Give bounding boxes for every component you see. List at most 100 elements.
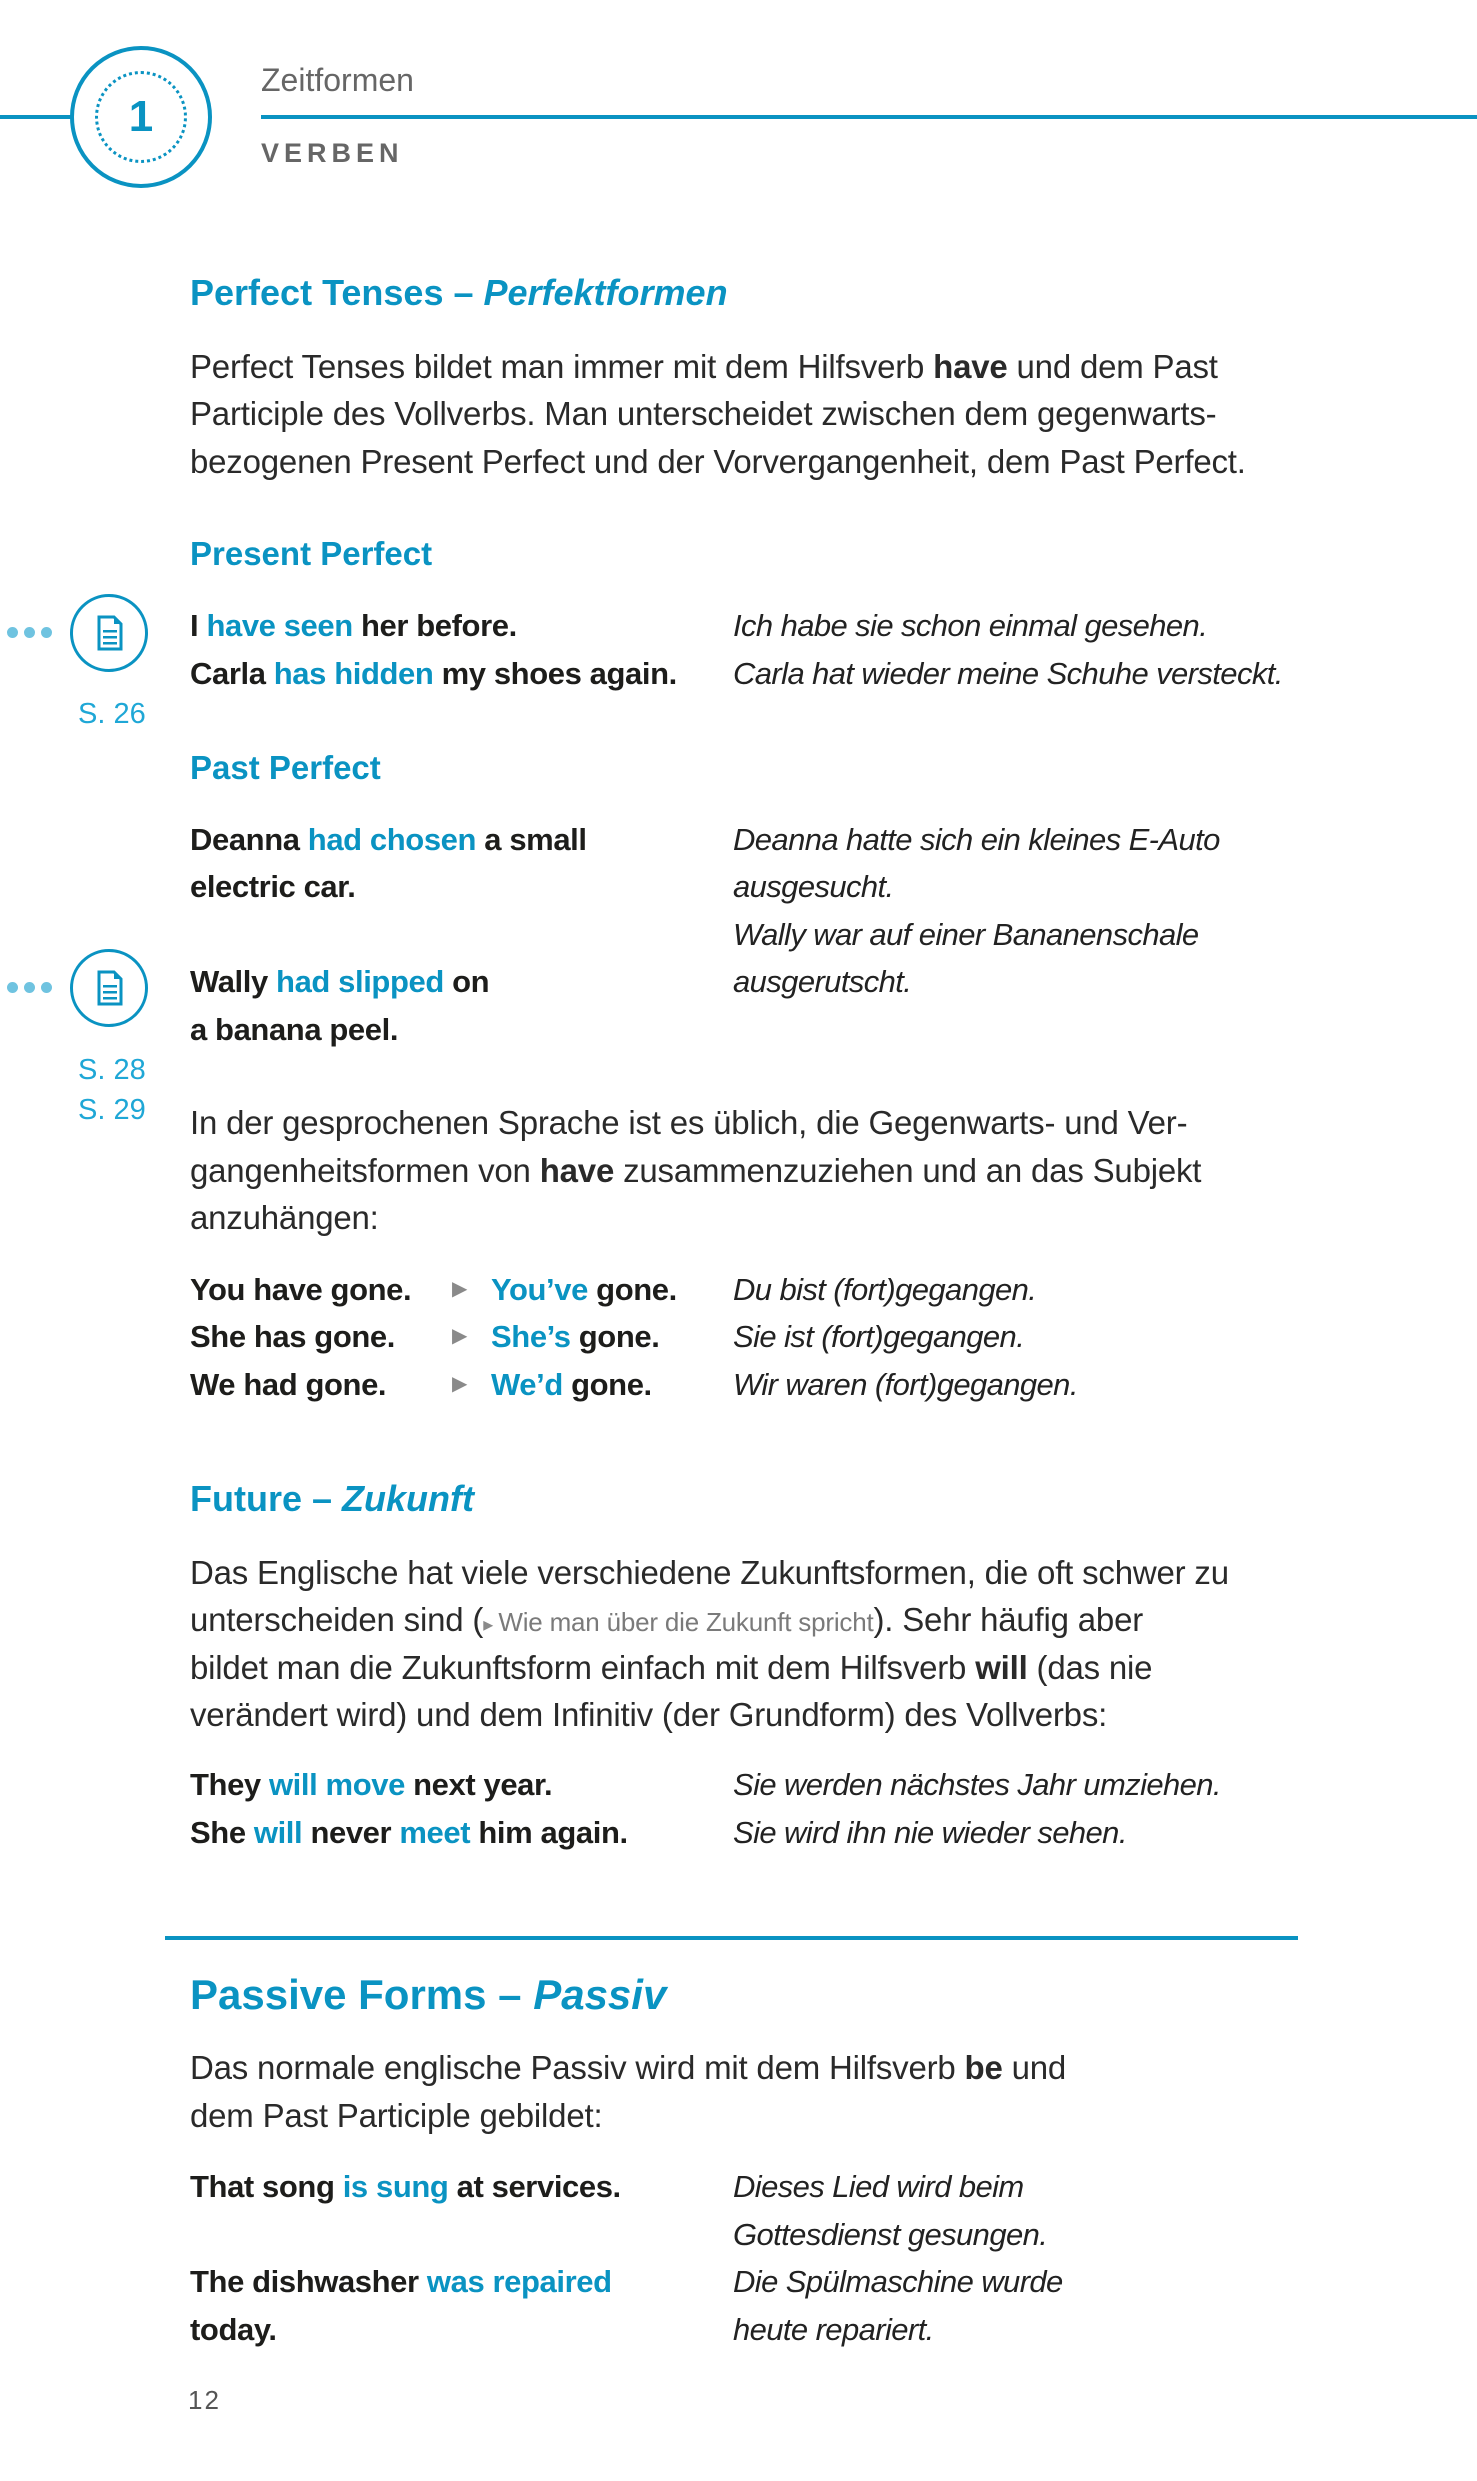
contraction-short: You’ve gone. [491, 1266, 677, 1313]
paragraph-line: In der gesprochenen Sprache ist es üblic… [190, 1099, 1188, 1146]
paragraph-line: dem Past Participle gebildet: [190, 2092, 603, 2139]
cross-reference-link[interactable]: Wie man über die Zukunft spricht [498, 1607, 874, 1637]
example-de: Carla hat wieder meine Schuhe versteckt. [733, 656, 1283, 691]
highlighted-verb: We’d [491, 1367, 563, 1402]
text-segment: him again. [470, 1815, 628, 1850]
contraction-full: You have gone. [190, 1272, 412, 1307]
text-segment: Passive Forms – [190, 1971, 534, 2018]
text-segment: Future – [190, 1478, 343, 1519]
text-segment: a small [476, 822, 587, 857]
arrow-right-icon: ▶ [452, 1278, 468, 1300]
example-de: Dieses Lied wird beim [733, 2169, 1024, 2204]
header-rule-left [0, 115, 72, 119]
text-segment: a banana peel. [190, 1012, 399, 1047]
text-segment: on [443, 964, 490, 999]
text-segment: She [190, 1815, 254, 1850]
example-de: Ich habe sie schon einmal gesehen. [733, 608, 1208, 643]
text-segment: gone. [587, 1272, 677, 1307]
text-segment: have [933, 348, 1008, 385]
header-rule-right [261, 115, 1477, 119]
highlighted-verb: had chosen [307, 822, 477, 857]
arrow-right-icon: ▶ [452, 1373, 468, 1395]
document-icon[interactable] [70, 949, 148, 1027]
paragraph-line: Das Englische hat viele verschiedene Zuk… [190, 1549, 1229, 1596]
paragraph-line: bildet man die Zukunftsform einfach mit … [190, 1644, 1153, 1691]
paragraph-line: Participle des Vollverbs. Man unterschei… [190, 390, 1217, 437]
text-segment: Participle des Vollverbs. Man unterschei… [190, 395, 1217, 432]
heading-present-perfect: Present Perfect [190, 535, 433, 572]
paragraph-line: bezogenen Present Perfect und der Vorver… [190, 438, 1246, 485]
text-segment: ). Sehr häufig aber [873, 1601, 1144, 1638]
heading-perfect-tenses: Perfect Tenses – Perfektformen [190, 268, 728, 315]
text-segment: never [302, 1815, 400, 1850]
example-en: today. [190, 2306, 277, 2353]
paragraph-line: verändert wird) und dem Infinitiv (der G… [190, 1691, 1107, 1738]
text-segment: In der gesprochenen Sprache ist es üblic… [190, 1104, 1188, 1141]
text-segment: Perfect Tenses bildet man immer mit dem … [190, 348, 934, 385]
example-de: Die Spülmaschine wurde [733, 2264, 1063, 2299]
example-en: I have seen her before. [190, 602, 517, 649]
heading-passive: Passive Forms – Passiv [190, 1967, 666, 2018]
document-icon[interactable] [70, 594, 148, 672]
highlighted-verb: will move [268, 1767, 405, 1802]
example-de: Deanna hatte sich ein kleines E-Auto [733, 822, 1220, 857]
text-segment: Wally [190, 964, 277, 999]
paragraph-line: Das normale englische Passiv wird mit de… [190, 2044, 1066, 2091]
text-segment: her before. [352, 608, 517, 643]
text-segment: anzuhängen: [190, 1199, 379, 1236]
text-segment: have [539, 1152, 615, 1189]
text-segment: next year. [404, 1767, 553, 1802]
text-segment: will [975, 1649, 1028, 1686]
page-reference[interactable]: S. 28 [78, 1054, 146, 1086]
example-de: Wir waren (fort)gegangen. [733, 1367, 1078, 1402]
example-de: Wally war auf einer Bananenschale [733, 917, 1199, 952]
arrow-right-icon: ▶ [452, 1325, 468, 1347]
example-de: Gottesdienst gesungen. [733, 2217, 1048, 2252]
example-de: Du bist (fort)gegangen. [733, 1272, 1037, 1307]
text-segment: ▸ [483, 1614, 499, 1636]
text-segment: They [190, 1767, 269, 1802]
text-segment: bezogenen Present Perfect und der Vorver… [190, 443, 1246, 480]
text-segment: dem Past Participle gebildet: [190, 2097, 603, 2134]
chapter-badge: 1 [70, 46, 212, 188]
example-en: They will move next year. [190, 1761, 553, 1808]
contraction-short: She’s gone. [491, 1313, 660, 1360]
text-segment: electric car. [190, 869, 356, 904]
text-segment: unterscheiden sind ( [190, 1601, 484, 1638]
text-segment: Carla [190, 656, 274, 691]
contraction-full: She has gone. [190, 1319, 395, 1354]
text-segment: gone. [562, 1367, 652, 1402]
highlighted-verb: has hidden [273, 656, 434, 691]
paragraph-line: gangenheitsformen von have zusammenzuzie… [190, 1147, 1201, 1194]
example-de: ausgerutscht. [733, 964, 912, 999]
highlighted-verb: have seen [206, 608, 353, 643]
text-segment: Deanna [190, 822, 308, 857]
example-en: a banana peel. [190, 1006, 398, 1053]
text-segment: und [1002, 2049, 1067, 2086]
text-segment: und dem Past [1007, 348, 1218, 385]
text-segment: be [964, 2049, 1003, 2086]
chapter-number: 1 [128, 92, 154, 141]
example-en: Carla has hidden my shoes again. [190, 650, 677, 697]
text-segment: Perfect Tenses – [190, 272, 484, 313]
page-reference[interactable]: S. 29 [78, 1094, 146, 1126]
example-en: electric car. [190, 863, 356, 910]
example-de: ausgesucht. [733, 869, 894, 904]
text-segment: Perfektformen [483, 272, 728, 313]
example-de: Sie wird ihn nie wieder sehen. [733, 1815, 1127, 1850]
text-segment: bildet man die Zukunftsform einfach mit … [190, 1649, 976, 1686]
highlighted-verb: She’s [491, 1319, 571, 1354]
highlighted-verb: is sung [342, 2169, 449, 2204]
paragraph-line: anzuhängen: [190, 1194, 379, 1241]
example-en: That song is sung at services. [190, 2163, 621, 2210]
highlighted-verb: will [253, 1815, 303, 1850]
contraction-short: We’d gone. [491, 1361, 652, 1408]
text-segment: (das nie [1027, 1649, 1153, 1686]
example-de: heute repariert. [733, 2312, 934, 2347]
page-reference[interactable]: S. 26 [78, 698, 146, 730]
highlighted-verb: meet [399, 1815, 471, 1850]
highlighted-verb: You’ve [491, 1272, 588, 1307]
text-segment: The dishwasher [190, 2264, 427, 2299]
chapter-badge-inner-ring [95, 71, 187, 163]
text-segment: Das normale englische Passiv wird mit de… [190, 2049, 965, 2086]
